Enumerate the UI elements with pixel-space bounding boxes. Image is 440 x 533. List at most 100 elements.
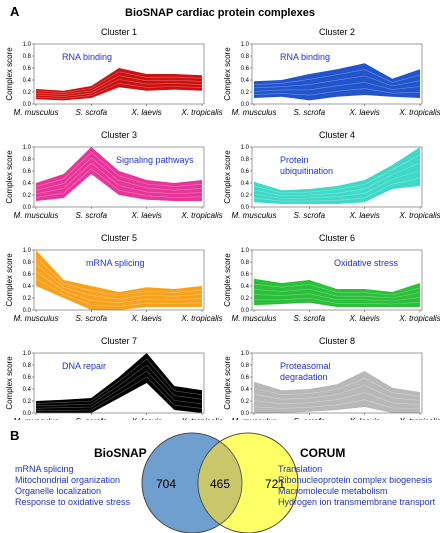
x-tick-label: S. scrofa — [294, 211, 326, 220]
x-tick-label: S. scrofa — [294, 417, 326, 420]
cluster-trace — [253, 162, 421, 197]
biosnap-term: Mitochondrial organization — [15, 475, 121, 485]
x-tick-label: X. tropicalis — [180, 211, 222, 220]
cluster-trace — [253, 297, 421, 305]
x-tick-label: M. musculus — [14, 211, 59, 220]
venn-diagram: 704 465 721 — [141, 432, 299, 533]
y-axis-label: Complex score — [5, 356, 14, 410]
y-tick-label: 0.0 — [241, 411, 250, 417]
cluster-trace — [253, 170, 421, 199]
x-tick-label: S. scrofa — [76, 108, 108, 117]
x-tick-label: M. musculus — [14, 417, 59, 420]
x-tick-label: X. laevis — [131, 108, 162, 117]
y-tick-label: 0.4 — [241, 78, 250, 84]
y-axis-label: Complex score — [5, 253, 14, 307]
x-tick-label: X. laevis — [349, 417, 380, 420]
cluster-trace — [35, 71, 203, 94]
cluster-charts: Cluster 1 0.0 0.2 0.4 0.6 0.8 1.0 Complex score… — [5, 27, 440, 420]
cluster-trace — [253, 385, 421, 401]
x-tick-label: M. musculus — [14, 108, 59, 117]
cluster-annotation: degradation — [280, 372, 328, 382]
cluster-band — [254, 371, 420, 413]
plot-frame — [33, 249, 205, 311]
venn-right-label: CORUM — [300, 446, 346, 460]
cluster-trace — [35, 256, 203, 296]
cluster-trace — [253, 377, 421, 397]
x-tick-label: M. musculus — [14, 314, 59, 323]
figure-title: BioSNAP cardiac protein complexes — [125, 7, 315, 19]
y-tick-label: 0.4 — [241, 387, 250, 393]
y-tick-label: 0.8 — [241, 363, 250, 369]
y-tick-label: 0.0 — [241, 102, 250, 108]
x-tick-label: S. scrofa — [76, 314, 108, 323]
cluster-title: Cluster 2 — [319, 27, 355, 37]
y-tick-label: 0.8 — [241, 260, 250, 266]
cluster-annotation: Proteasomal — [280, 361, 331, 371]
cluster-annotation: Signaling pathways — [116, 155, 194, 165]
cluster-trace — [253, 399, 421, 410]
venn-left-count: 704 — [156, 477, 176, 491]
cluster-annotation: DNA repair — [62, 361, 106, 371]
cluster-trace — [253, 81, 421, 92]
y-tick-label: 1.0 — [241, 42, 250, 48]
y-tick-label: 0.0 — [23, 308, 32, 314]
x-tick-label: S. scrofa — [294, 108, 326, 117]
y-tick-label: 1.0 — [23, 145, 32, 151]
y-tick-label: 0.2 — [241, 193, 250, 199]
cluster-trace — [253, 288, 421, 299]
cluster-trace — [35, 370, 203, 409]
y-tick-label: 0.0 — [23, 411, 32, 417]
x-tick-label: S. scrofa — [294, 314, 326, 323]
cluster-band — [254, 147, 420, 204]
x-tick-label: X. tropicalis — [398, 211, 440, 220]
y-tick-label: 0.2 — [23, 296, 32, 302]
cluster-band — [36, 68, 202, 101]
panel-label-b: B — [10, 428, 20, 443]
cluster-trace — [253, 154, 421, 194]
y-tick-label: 1.0 — [23, 42, 32, 48]
cluster-band — [36, 353, 202, 413]
y-tick-label: 0.6 — [23, 169, 32, 175]
x-tick-label: X. laevis — [349, 314, 380, 323]
y-tick-label: 0.4 — [241, 181, 250, 187]
x-tick-label: X. laevis — [349, 108, 380, 117]
x-tick-label: X. tropicalis — [398, 314, 440, 323]
corum-term: Hydrogen ion transmembrane transport — [278, 497, 436, 507]
cluster-panel: Cluster 3 0.0 0.2 0.4 0.6 0.8 1.0 Complex score… — [5, 130, 223, 220]
cluster-band — [36, 147, 202, 201]
cluster-trace — [253, 88, 421, 96]
cluster-trace — [35, 157, 203, 191]
x-tick-label: X. laevis — [131, 417, 162, 420]
cluster-annotation: Protein — [280, 155, 309, 165]
x-tick-label: M. musculus — [232, 211, 277, 220]
cluster-trace — [35, 151, 203, 187]
venn-overlap — [198, 433, 242, 533]
y-tick-label: 0.8 — [23, 260, 32, 266]
corum-term: Macromolecule metabolism — [278, 486, 388, 496]
cluster-panel: Cluster 7 0.0 0.2 0.4 0.6 0.8 1.0 Complex score… — [5, 336, 223, 420]
y-tick-label: 0.8 — [23, 363, 32, 369]
cluster-trace — [253, 69, 421, 85]
cluster-band — [254, 278, 420, 307]
y-tick-label: 0.6 — [241, 169, 250, 175]
biosnap-term: Organelle localization — [15, 486, 102, 496]
plot-frame — [33, 146, 205, 208]
cluster-annotation: RNA binding — [280, 52, 330, 62]
x-tick-label: M. musculus — [232, 417, 277, 420]
cluster-trace — [253, 283, 421, 296]
cluster-panel: Cluster 8 0.0 0.2 0.4 0.6 0.8 1.0 Complex score… — [223, 336, 440, 420]
y-tick-label: 0.8 — [241, 157, 250, 163]
cluster-title: Cluster 1 — [101, 27, 137, 37]
plot-frame — [251, 146, 423, 208]
cluster-title: Cluster 6 — [319, 233, 355, 243]
cluster-title: Cluster 7 — [101, 336, 137, 346]
y-tick-label: 0.6 — [241, 375, 250, 381]
cluster-trace — [35, 75, 203, 95]
x-tick-label: X. laevis — [131, 211, 162, 220]
cluster-trace — [253, 177, 421, 202]
y-tick-label: 0.8 — [23, 54, 32, 60]
cluster-band — [254, 63, 420, 101]
venn-right-count: 721 — [265, 477, 285, 491]
cluster-trace — [253, 392, 421, 405]
cluster-trace — [253, 75, 421, 89]
